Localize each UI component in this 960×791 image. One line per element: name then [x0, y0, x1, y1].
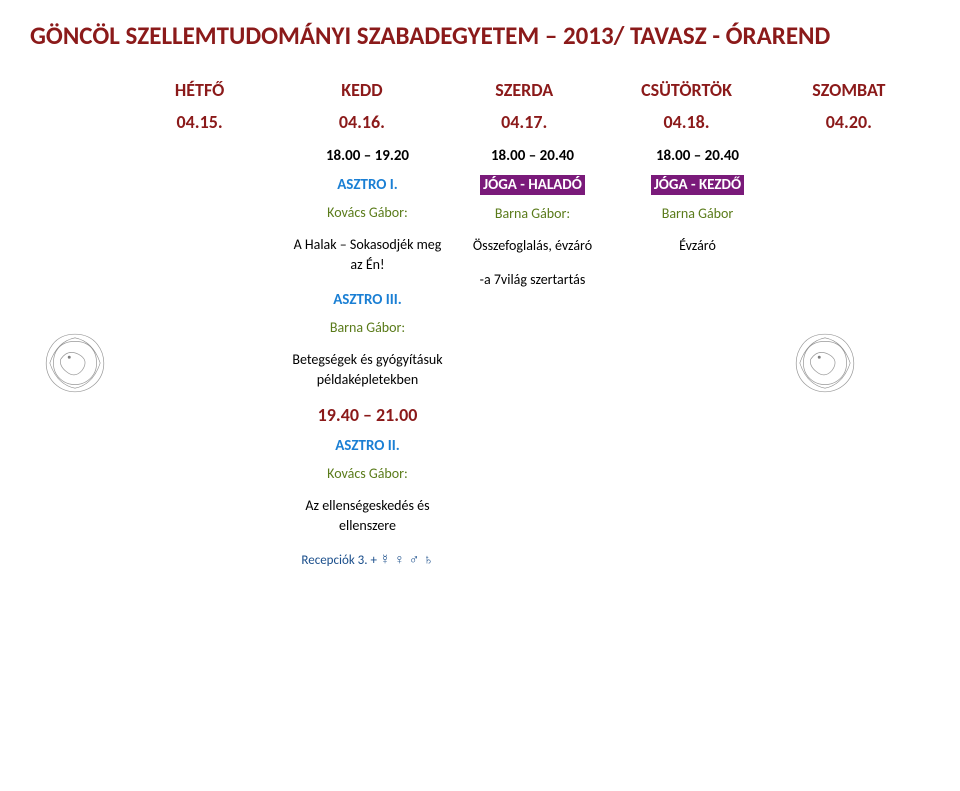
- course-astro-1: ASZTRO I.: [337, 176, 398, 194]
- content-row: 18.00 – 19.20 ASZTRO I. Kovács Gábor: A …: [30, 147, 930, 568]
- col-tue-head: KEDD 04.16.: [281, 79, 443, 133]
- time-tue-1: 18.00 – 19.20: [290, 147, 445, 165]
- instructor-tue-1: Kovács Gábor:: [290, 204, 445, 221]
- col-mon-head: HÉTFŐ 04.15.: [118, 79, 280, 133]
- date-thu: 04.18.: [610, 111, 762, 133]
- dragon-left-icon: [39, 327, 111, 399]
- right-dragon-cell: [780, 147, 870, 568]
- date-wed: 04.17.: [448, 111, 600, 133]
- col-wed-body: 18.00 – 20.40 JÓGA - HALADÓ Barna Gábor:…: [450, 147, 615, 568]
- day-name-tue: KEDD: [286, 79, 438, 101]
- topic-wed-l2: -a 7világ szertartás: [455, 270, 610, 290]
- course-yoga-adv: JÓGA - HALADÓ: [480, 175, 585, 195]
- topic-tue-1: A Halak – Sokasodjék meg az Én!: [290, 235, 445, 276]
- day-name-thu: CSÜTÖRTÖK: [610, 79, 762, 101]
- topic-thu: Évzáró: [620, 236, 775, 256]
- instructor-thu: Barna Gábor: [620, 205, 775, 222]
- course-astro-3: ASZTRO III.: [333, 291, 402, 309]
- col-sat-head: SZOMBAT 04.20.: [768, 79, 930, 133]
- time-thu: 18.00 – 20.40: [620, 147, 775, 165]
- dragon-right-icon: [789, 327, 861, 399]
- day-name-sat: SZOMBAT: [773, 79, 925, 101]
- time-tue-2: 19.40 – 21.00: [290, 404, 445, 426]
- course-astro-2: ASZTRO II.: [335, 437, 400, 455]
- date-mon: 04.15.: [123, 111, 275, 133]
- col-mon-body: [120, 147, 285, 568]
- topic-wed-l1: Összefoglalás, évzáró: [455, 236, 610, 256]
- course-yoga-beg: JÓGA - KEZDŐ: [651, 175, 744, 195]
- receptions-text: Recepciók 3. +: [301, 553, 380, 568]
- left-dragon-cell: [30, 147, 120, 568]
- topic-wed: Összefoglalás, évzáró -a 7világ szertart…: [455, 236, 610, 291]
- instructor-wed: Barna Gábor:: [455, 205, 610, 222]
- time-wed: 18.00 – 20.40: [455, 147, 610, 165]
- date-tue: 04.16.: [286, 111, 438, 133]
- topic-tue-3: Az ellenségeskedés és ellenszere: [290, 496, 445, 537]
- day-name-mon: HÉTFŐ: [123, 79, 275, 101]
- date-sat: 04.20.: [773, 111, 925, 133]
- topic-tue-2: Betegségek és gyógyításuk példaképletekb…: [290, 350, 445, 391]
- day-name-wed: SZERDA: [448, 79, 600, 101]
- page-title: GÖNCÖL SZELLEMTUDOMÁNYI SZABADEGYETEM – …: [30, 20, 930, 51]
- astro-symbols: ☿ ♀ ♂ ♄: [380, 551, 434, 567]
- col-tue-body: 18.00 – 19.20 ASZTRO I. Kovács Gábor: A …: [285, 147, 450, 568]
- instructor-tue-2: Barna Gábor:: [290, 319, 445, 336]
- days-header-row: HÉTFŐ 04.15. KEDD 04.16. SZERDA 04.17. C…: [30, 79, 930, 133]
- col-thu-head: CSÜTÖRTÖK 04.18.: [605, 79, 767, 133]
- col-wed-head: SZERDA 04.17.: [443, 79, 605, 133]
- instructor-tue-3: Kovács Gábor:: [290, 465, 445, 482]
- col-thu-body: 18.00 – 20.40 JÓGA - KEZDŐ Barna Gábor É…: [615, 147, 780, 568]
- receptions-line: Recepciók 3. + ☿ ♀ ♂ ♄: [290, 551, 445, 568]
